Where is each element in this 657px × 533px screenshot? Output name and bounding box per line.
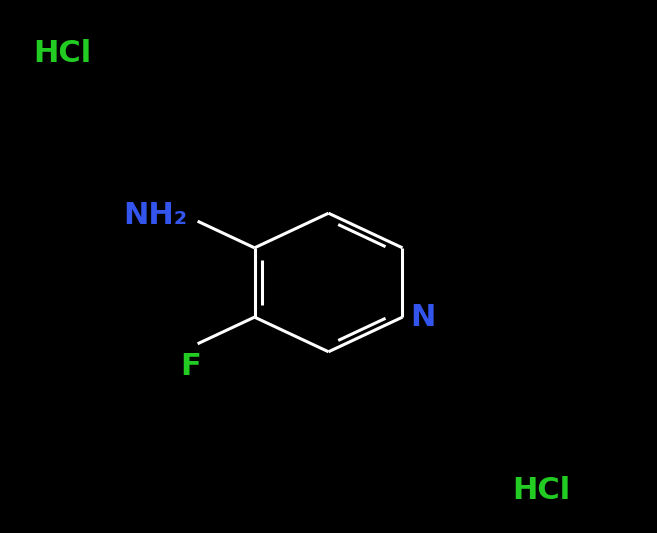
Text: NH₂: NH₂	[124, 201, 188, 230]
Text: HCl: HCl	[512, 476, 571, 505]
Text: F: F	[181, 352, 202, 381]
Text: N: N	[411, 303, 436, 332]
Text: HCl: HCl	[33, 39, 91, 68]
